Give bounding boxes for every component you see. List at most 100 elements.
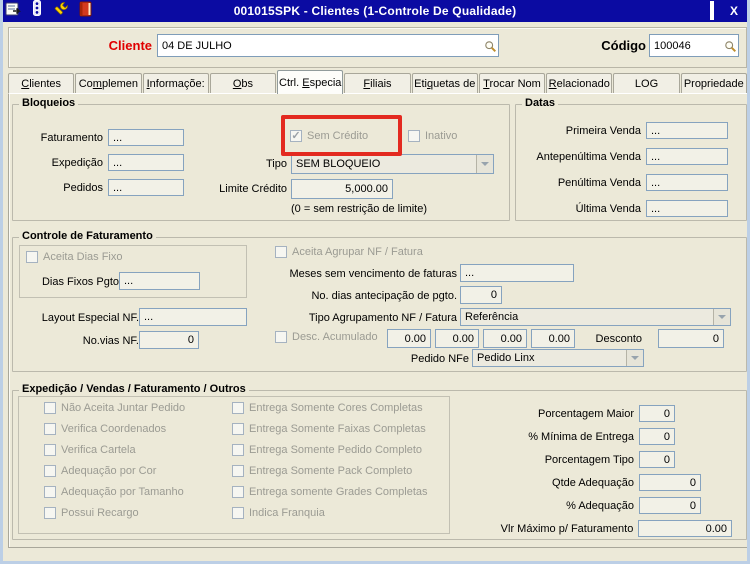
desc-acumulado-input-3[interactable]: 0.00 [483, 329, 527, 348]
primeira-venda-input[interactable]: ... [646, 122, 728, 139]
penultima-venda-input[interactable]: ... [646, 174, 728, 191]
tab-label: Trocar Nom [483, 78, 541, 90]
minima-de-entrega-input[interactable]: 0 [639, 428, 675, 445]
checkbox-row-entrega-somente-grades-completas: Entrega somente Grades Completas [232, 486, 428, 498]
ultima-venda-input[interactable]: ... [646, 200, 728, 217]
pedidos-input[interactable]: ... [108, 179, 184, 196]
tab-clientes[interactable]: Clientes [8, 73, 75, 94]
search-icon[interactable] [724, 40, 737, 56]
tab-propriedade[interactable]: Propriedade [680, 73, 747, 94]
sem-credito-label: Sem Crédito [307, 130, 369, 142]
chevron-down-icon[interactable] [626, 350, 643, 366]
group-datas-title: Datas [522, 97, 558, 109]
porcentagem-maior-input[interactable]: 0 [639, 405, 675, 422]
inativo-checkbox [408, 130, 420, 142]
dias-antecipacao-input[interactable]: 0 [460, 286, 502, 304]
pedido-nfe-dropdown[interactable]: Pedido Linx [472, 349, 644, 367]
sem-credito-checkbox-row: ✓ Sem Crédito [290, 130, 368, 142]
tab-ctrl-especia[interactable]: Ctrl. Especia [277, 70, 344, 94]
ultima-venda-label: Última Venda [575, 202, 641, 215]
field-row-porcentagem-tipo: Porcentagem Tipo 0 [464, 451, 732, 468]
wrench-icon[interactable] [53, 1, 69, 22]
field-row-antepenultima-venda: Antepenúltima Venda... [521, 148, 728, 165]
tipo-agrupamento-dropdown[interactable]: Referência [460, 308, 731, 326]
faturamento-input[interactable]: ... [108, 129, 184, 146]
adequacao-input[interactable]: 0 [639, 497, 701, 514]
aceita-dias-fixo-checkbox [26, 251, 38, 263]
maximize-button[interactable] [709, 1, 714, 20]
chevron-down-icon[interactable] [713, 309, 730, 325]
tipo-label: Tipo [266, 158, 287, 170]
tab-trocar-nom[interactable]: Trocar Nom [478, 73, 546, 94]
adequacao-por-tamanho-label: Adequação por Tamanho [61, 486, 184, 498]
expedicao-checkbox-col1: Não Aceita Juntar Pedido Verifica Coorden… [44, 402, 185, 528]
tab-bar: Clientes Complemen Informaçõe: Obs Ctrl. Esp… [8, 70, 747, 94]
layout-especial-value: ... [144, 311, 154, 323]
tab-obs[interactable]: Obs [209, 73, 277, 94]
tipo-agrupamento-value: Referência [465, 311, 519, 323]
cliente-input[interactable]: 04 DE JULHO [157, 34, 499, 57]
group-bloqueios [12, 104, 510, 221]
field-row-penultima-venda: Penúltima Venda... [521, 174, 728, 191]
group-expedicao [12, 390, 747, 540]
desc-acumulado-input-2[interactable]: 0.00 [435, 329, 479, 348]
tab-filiais[interactable]: Filiais [344, 73, 411, 94]
vlr-maximo-p-faturamento-input[interactable]: 0.00 [638, 520, 732, 537]
checkbox-row-nao-aceita-juntar-pedido: Não Aceita Juntar Pedido [44, 402, 185, 414]
form-icon[interactable] [5, 1, 21, 22]
indica-franquia-label: Indica Franquia [249, 507, 325, 519]
inativo-checkbox-row: Inativo [408, 130, 457, 142]
desc-acumulado-input-4[interactable]: 0.00 [531, 329, 575, 348]
book-icon[interactable] [78, 1, 93, 22]
nao-aceita-juntar-pedido-label: Não Aceita Juntar Pedido [61, 402, 186, 414]
dias-fixos-pgto-input[interactable]: ... [119, 272, 200, 290]
expedicao-checkbox-panel [18, 396, 450, 534]
desconto-value: 0 [712, 332, 719, 345]
group-expedicao-title: Expedição / Vendas / Faturamento / Outro… [19, 383, 249, 395]
porcentagem-tipo-input[interactable]: 0 [639, 451, 675, 468]
primeira-venda-label: Primeira Venda [565, 124, 641, 137]
entrega-somente-pack-completo-label: Entrega Somente Pack Completo [249, 465, 413, 477]
layout-especial-input[interactable]: ... [139, 308, 247, 326]
aceita-dias-fixo-row: Aceita Dias Fixo [26, 251, 122, 263]
layout-especial-label: Layout Especial NF. [41, 312, 139, 324]
verifica-coordenados-checkbox [44, 423, 56, 435]
expedicao-input[interactable]: ... [108, 154, 184, 171]
field-row-ultima-venda: Última Venda... [521, 200, 728, 217]
tab-relacionado[interactable]: Relacionado [546, 73, 613, 94]
desc-acumulado-input-1[interactable]: 0.00 [387, 329, 431, 348]
desconto-input[interactable]: 0 [658, 329, 724, 348]
vias-nf-input[interactable]: 0 [139, 331, 199, 349]
possui-recargo-checkbox [44, 507, 56, 519]
codigo-input[interactable]: 100046 [649, 34, 739, 57]
checkbox-row-entrega-somente-pack-completo: Entrega Somente Pack Completo [232, 465, 428, 477]
tab-log[interactable]: LOG [613, 73, 680, 94]
entrega-somente-cores-completas-label: Entrega Somente Cores Completas [249, 402, 423, 414]
dias-antecipacao-label: No. dias antecipação de pgto. [311, 290, 457, 302]
tab-etiquetas-de[interactable]: Etiquetas de [411, 73, 478, 94]
verifica-cartela-checkbox [44, 444, 56, 456]
chevron-down-icon[interactable] [476, 155, 493, 173]
tab-complemen[interactable]: Complemen [75, 73, 142, 94]
aceita-agrupar-label: Aceita Agrupar NF / Fatura [292, 246, 423, 258]
limite-credito-input[interactable]: 5,000.00 [291, 179, 393, 199]
close-button[interactable]: X [729, 4, 738, 18]
tab-content: Bloqueios Faturamento... Expedição... Pedi… [8, 93, 747, 548]
entrega-somente-pedido-completo-checkbox [232, 444, 244, 456]
pedido-nfe-label: Pedido NFe [410, 353, 469, 365]
qtde-adequacao-input[interactable]: 0 [639, 474, 701, 491]
entrega-somente-cores-completas-checkbox [232, 402, 244, 414]
dias-fixos-pgto-label: Dias Fixos Pgto [41, 276, 119, 288]
tab-informacoe[interactable]: Informaçõe: [142, 73, 209, 94]
meses-sem-vencimento-input[interactable]: ... [460, 264, 574, 282]
tipo-dropdown[interactable]: SEM BLOQUEIO [291, 154, 494, 174]
tab-label: Ctrl. Especia [279, 76, 342, 89]
vias-nf-label: No.vias NF. [82, 335, 139, 347]
search-icon[interactable] [484, 40, 497, 56]
adequacao-por-cor-checkbox [44, 465, 56, 477]
checkbox-row-adequacao-por-cor: Adequação por Cor [44, 465, 185, 477]
antepenultima-venda-input[interactable]: ... [646, 148, 728, 165]
traffic-light-icon[interactable] [30, 0, 44, 22]
tab-label: Relacionado [548, 78, 610, 90]
